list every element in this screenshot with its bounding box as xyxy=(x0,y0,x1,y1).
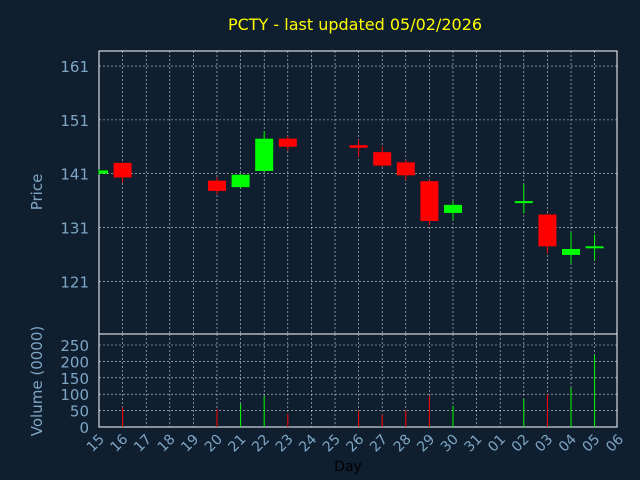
volume-grid xyxy=(99,334,617,427)
candle xyxy=(514,183,533,214)
candle-body xyxy=(514,201,533,204)
x-tick-label: 26 xyxy=(344,431,368,455)
x-tick-label: 29 xyxy=(414,432,438,456)
x-tick-label: 25 xyxy=(320,432,344,456)
x-tick-label: 05 xyxy=(580,432,604,456)
price-y-tick: 141 xyxy=(60,166,89,184)
candle xyxy=(585,234,604,261)
candle-body xyxy=(396,162,415,176)
price-y-tick-labels: 121 131 141 151 161 xyxy=(60,58,89,291)
candle xyxy=(420,179,439,226)
candle xyxy=(255,131,274,173)
candle-body xyxy=(562,248,580,255)
x-tick-label: 03 xyxy=(532,432,556,456)
candle xyxy=(373,146,392,167)
candle-body xyxy=(99,170,108,174)
candle-body xyxy=(231,174,250,188)
candle-body xyxy=(538,214,557,247)
x-axis-label: Day xyxy=(334,459,362,475)
chart-title: PCTY - last updated 05/02/2026 xyxy=(228,15,482,34)
candle-body xyxy=(208,180,226,191)
x-tick-label: 22 xyxy=(249,432,273,456)
x-tick-label: 28 xyxy=(391,432,415,456)
price-panel-frame xyxy=(98,50,618,335)
x-tick-label: 02 xyxy=(509,432,533,456)
price-grid xyxy=(99,51,617,334)
price-y-tick: 121 xyxy=(60,273,89,291)
volume-y-tick: 150 xyxy=(60,370,89,388)
x-tick-label: 18 xyxy=(155,432,179,456)
x-tick-label: 16 xyxy=(108,431,132,455)
volume-y-tick: 250 xyxy=(60,337,89,355)
x-tick-label: 30 xyxy=(438,432,462,456)
volume-y-tick: 0 xyxy=(79,419,89,437)
volume-y-tick: 100 xyxy=(60,386,89,404)
volume-bars xyxy=(122,354,596,427)
candle xyxy=(349,139,368,157)
candle xyxy=(113,162,132,183)
candle xyxy=(538,213,557,254)
candle xyxy=(98,169,108,175)
candle-body xyxy=(444,204,462,213)
candle-body xyxy=(373,152,392,166)
x-tick-label: 21 xyxy=(226,432,250,456)
volume-y-tick: 200 xyxy=(60,353,89,371)
x-tick-label: 31 xyxy=(462,432,486,456)
x-tick-labels: 15 16 17 18 19 20 21 22 23 24 25 26 27 28 29 30 31 01 02 03… xyxy=(84,431,627,455)
volume-axis-label: Volume (0000) xyxy=(28,326,46,436)
x-tick-label: 24 xyxy=(296,431,320,455)
candle xyxy=(278,136,297,151)
candle xyxy=(562,232,580,264)
candles xyxy=(98,131,604,264)
price-axis-label: Price xyxy=(28,174,46,211)
x-tick-label: 19 xyxy=(178,432,202,456)
x-tick-label: 01 xyxy=(485,432,509,456)
candle-body xyxy=(349,145,368,148)
candle xyxy=(444,201,462,221)
x-tick-label: 06 xyxy=(603,431,627,455)
x-tick-label: 17 xyxy=(131,432,155,456)
candle-body xyxy=(113,162,132,178)
price-y-tick: 151 xyxy=(60,112,89,130)
x-tick-label: 20 xyxy=(202,432,226,456)
candle-body xyxy=(255,138,274,171)
x-tick-label: 04 xyxy=(556,431,580,455)
candle-body xyxy=(585,246,604,249)
price-y-tick: 131 xyxy=(60,219,89,237)
candle xyxy=(396,159,415,181)
x-tick-label: 27 xyxy=(367,432,391,456)
candle xyxy=(208,177,226,195)
candle-body xyxy=(420,181,439,222)
x-tick-label: 23 xyxy=(273,432,297,456)
candle-body xyxy=(278,138,297,147)
volume-y-tick: 50 xyxy=(70,403,89,421)
candle xyxy=(231,173,250,189)
volume-panel-frame xyxy=(98,333,618,428)
price-y-tick: 161 xyxy=(60,58,89,76)
